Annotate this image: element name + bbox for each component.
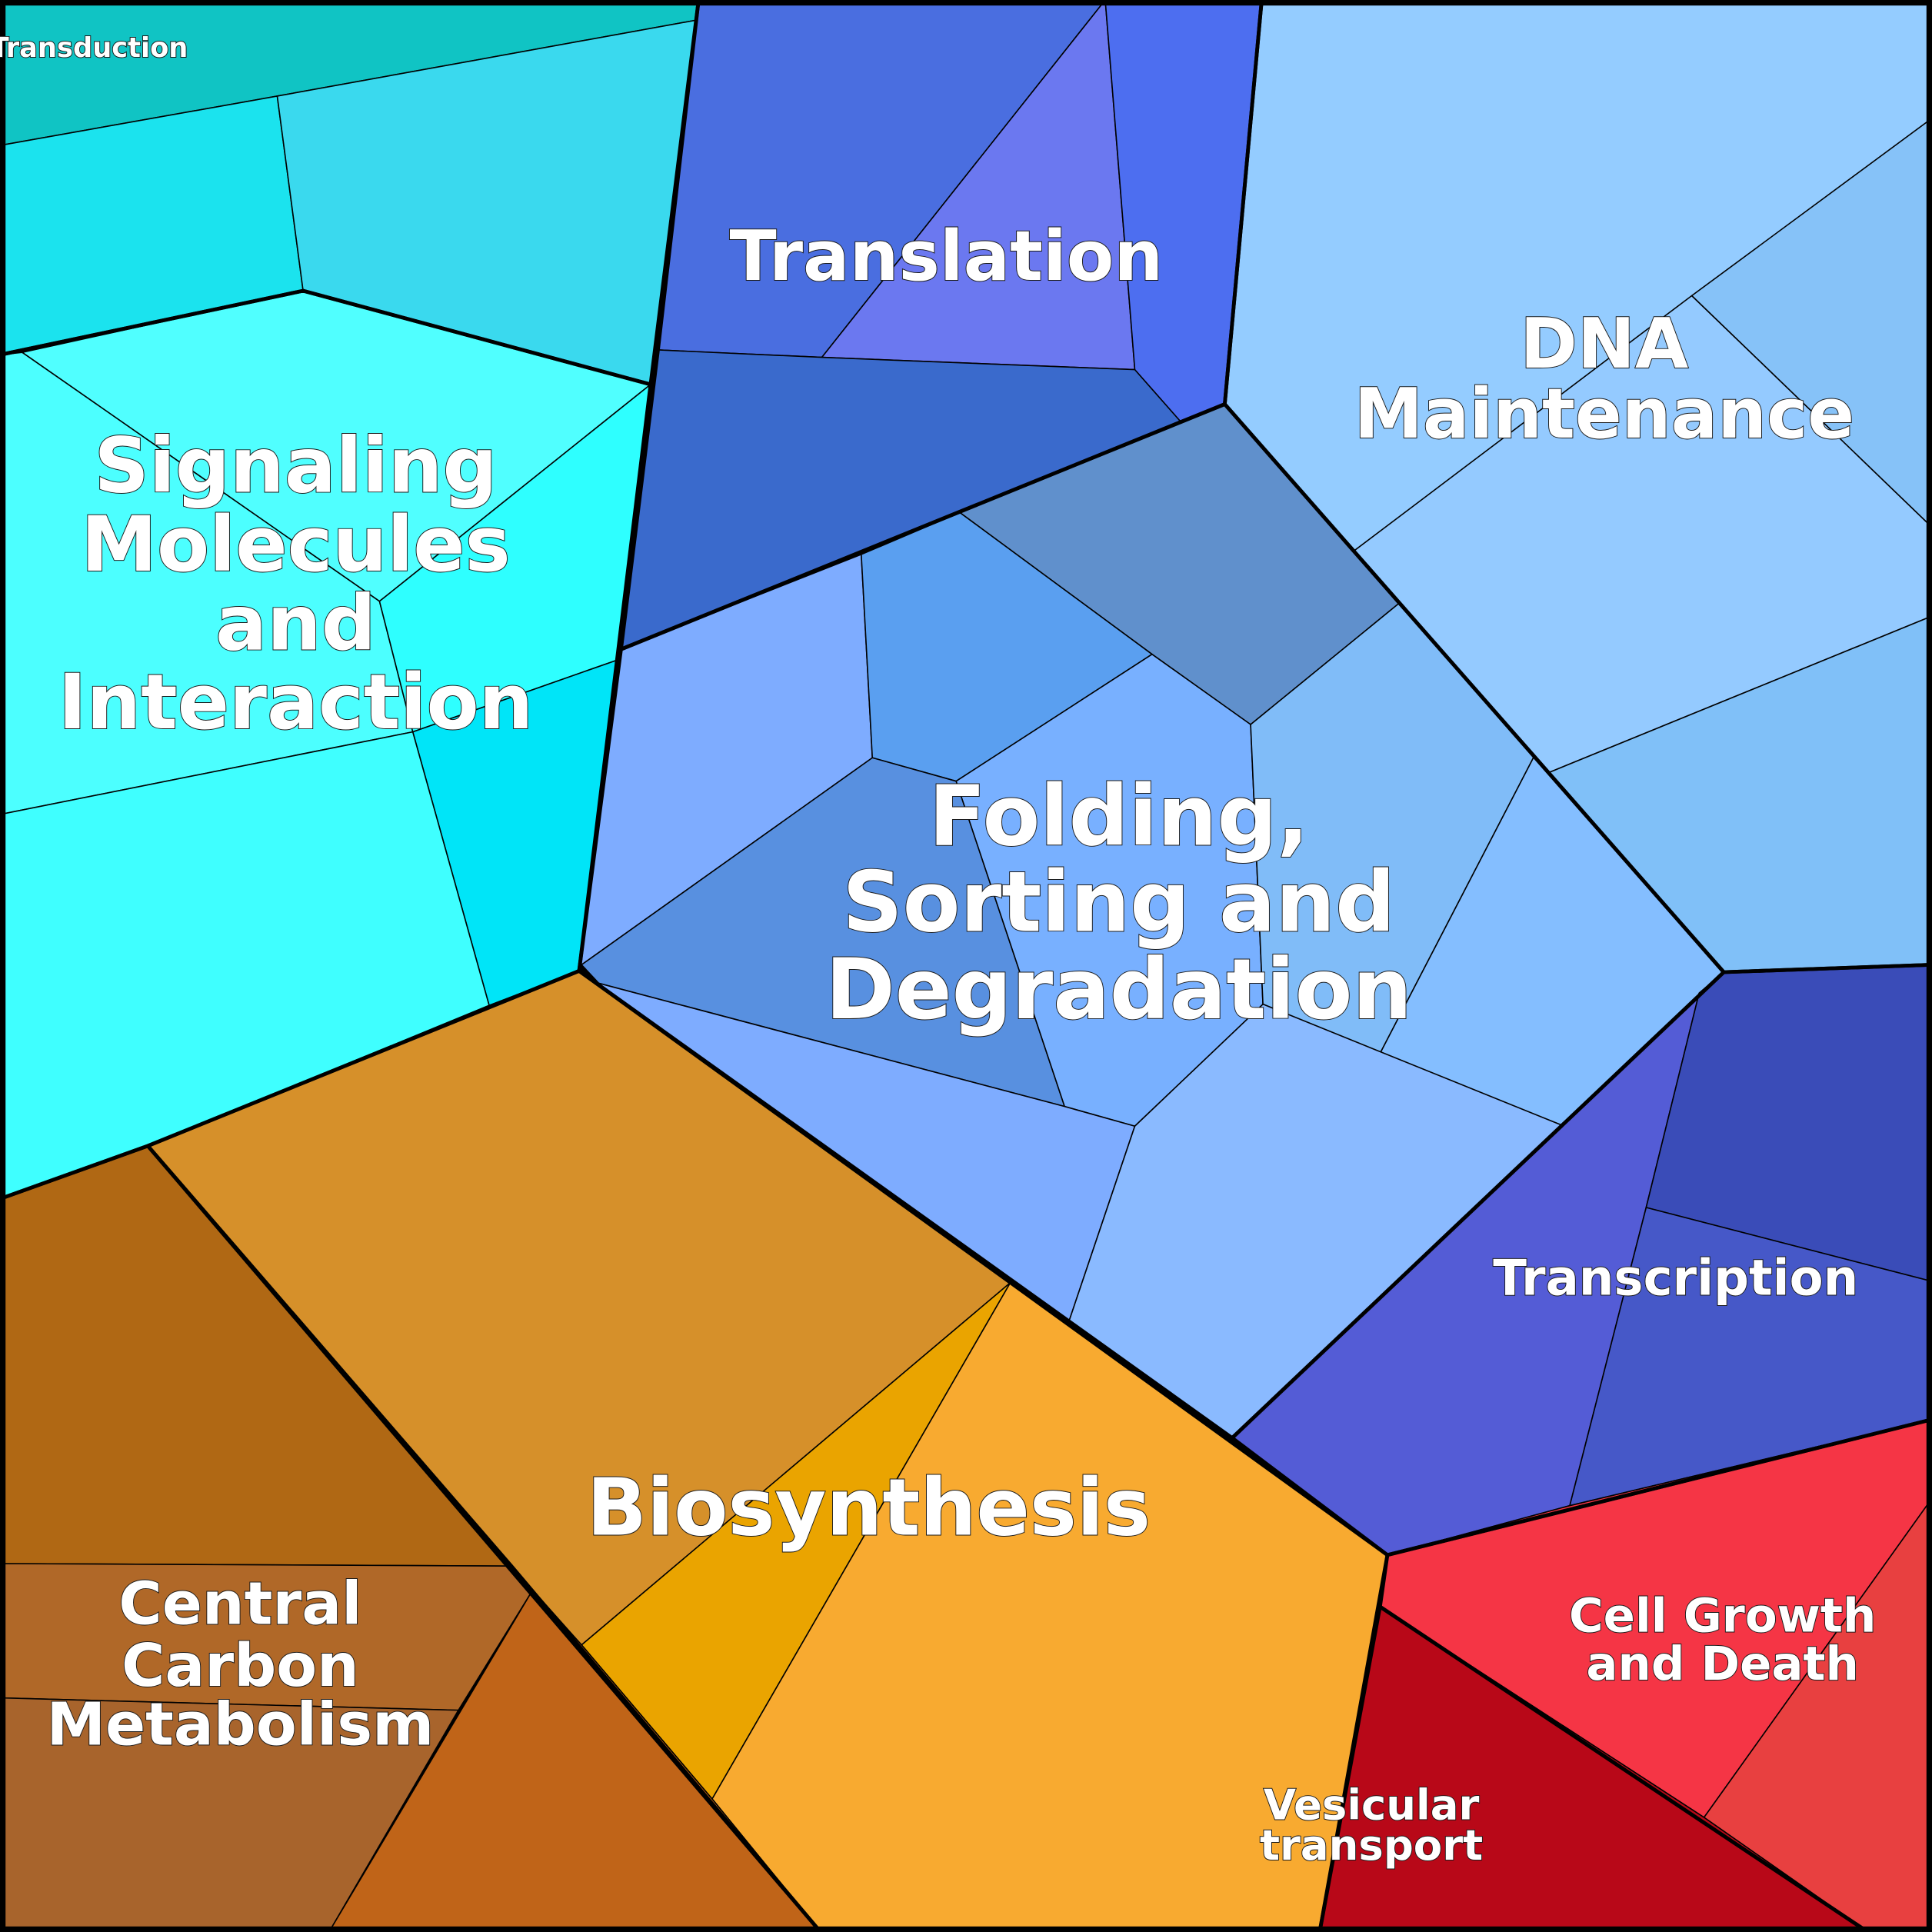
- label-transcription: Transcription: [1492, 1250, 1859, 1308]
- label-line: Carbon: [122, 1632, 359, 1700]
- cell-central-carbon-metabolism-2: [0, 1563, 533, 1711]
- label-line: Metabolism: [47, 1691, 435, 1760]
- label-line: and Death: [1586, 1637, 1858, 1691]
- group-border-central-carbon-metabolism: [0, 1144, 823, 1932]
- label-signal-transduction: Signal Transduction: [0, 32, 188, 65]
- cell-transcription-3: [1569, 1207, 1932, 1507]
- cell-central-carbon-metabolism-3: [0, 1697, 459, 1932]
- label-line: Maintenance: [1354, 375, 1854, 455]
- label-line: Central: [118, 1571, 361, 1639]
- group-border-biosynthesis: [145, 969, 1390, 1932]
- label-line: Folding,: [928, 767, 1308, 864]
- label-line: Signaling: [94, 421, 497, 510]
- label-line: Signal Transduction: [0, 32, 188, 64]
- label-line: DNA: [1520, 305, 1688, 385]
- labels-layer: Signal TransductionSignalingMoleculesand…: [0, 32, 1877, 1870]
- label-biosynthesis: Biosynthesis: [586, 1462, 1151, 1555]
- label-line: Degradation: [825, 941, 1412, 1038]
- cell-cell-growth-and-death-2: [1703, 1497, 1932, 1932]
- label-line: Translation: [729, 217, 1163, 297]
- label-line: transport: [1260, 1820, 1483, 1870]
- label-line: Molecules: [81, 501, 511, 589]
- label-line: Transcription: [1493, 1251, 1858, 1307]
- label-line: Cell Growth: [1569, 1589, 1876, 1644]
- label-line: and: [215, 579, 376, 668]
- label-line: Interaction: [58, 658, 534, 747]
- label-line: Sorting and: [842, 853, 1395, 951]
- label-line: Biosynthesis: [587, 1463, 1151, 1554]
- label-line: Vesicular: [1264, 1780, 1480, 1829]
- label-translation: Translation: [729, 216, 1164, 298]
